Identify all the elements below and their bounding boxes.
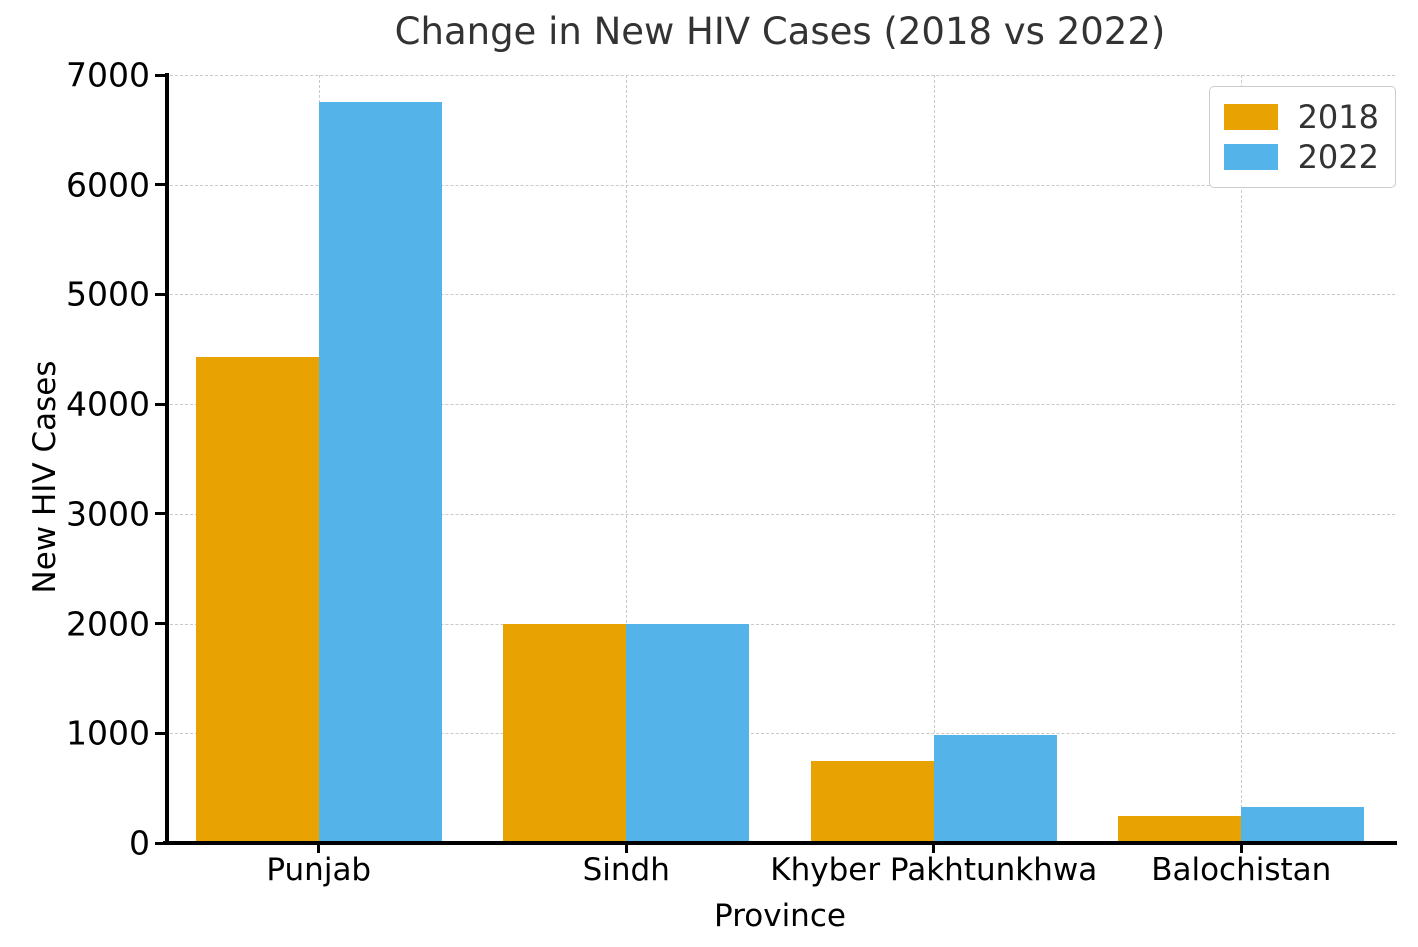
y-tick-mark [155, 73, 166, 77]
bar-punjab-2022[interactable] [318, 102, 442, 843]
x-tick-label-khyber-pakhtunkhwa: Khyber Pakhtunkhwa [770, 852, 1098, 888]
bar-sindh-2022[interactable] [626, 623, 750, 843]
gridline-horizontal [165, 75, 1395, 76]
gridline-vertical [626, 75, 628, 843]
bar-sindh-2018[interactable] [503, 623, 627, 843]
y-tick-mark [155, 622, 166, 626]
gridline-horizontal [165, 623, 1395, 625]
y-tick-label: 0 [129, 823, 150, 863]
bar-balochistan-2022[interactable] [1241, 806, 1365, 843]
y-tick-label: 2000 [66, 604, 150, 644]
x-axis-spine [163, 841, 1397, 845]
y-tick-mark [155, 512, 166, 516]
legend-swatch-2018 [1223, 104, 1278, 130]
gridline-vertical [933, 75, 935, 843]
bar-khyber-pakhtunkhwa-2018[interactable] [810, 760, 934, 843]
y-tick-label: 4000 [66, 384, 150, 424]
y-tick-label: 7000 [66, 55, 150, 95]
legend-item-2022[interactable]: 2022 [1223, 137, 1379, 177]
chart-legend: 2018 2022 [1208, 86, 1396, 188]
x-tick-mark [624, 843, 628, 853]
gridline-horizontal [165, 184, 1395, 186]
y-tick-mark [155, 292, 166, 296]
y-tick-label: 5000 [66, 274, 150, 314]
gridline-horizontal [165, 294, 1395, 296]
x-axis-label: Province [714, 898, 846, 934]
y-tick-label: 1000 [66, 713, 150, 753]
y-tick-mark [155, 183, 166, 187]
y-tick-label: 3000 [66, 494, 150, 534]
gridline-horizontal [165, 404, 1395, 406]
x-tick-mark [932, 843, 936, 853]
gridline-horizontal [165, 733, 1395, 735]
x-tick-label-sindh: Sindh [582, 852, 670, 888]
x-tick-mark [1239, 843, 1243, 853]
legend-item-2018[interactable]: 2018 [1223, 97, 1379, 137]
bar-khyber-pakhtunkhwa-2022[interactable] [933, 735, 1057, 843]
y-tick-mark [155, 841, 166, 845]
chart-title: Change in New HIV Cases (2018 vs 2022) [394, 10, 1166, 53]
y-tick-mark [155, 402, 166, 406]
x-tick-label-punjab: Punjab [266, 852, 372, 888]
plot-area [165, 75, 1395, 844]
legend-label-2022: 2022 [1297, 138, 1379, 176]
legend-label-2018: 2018 [1297, 98, 1379, 136]
gridline-horizontal [165, 513, 1395, 515]
bar-punjab-2018[interactable] [195, 356, 319, 843]
y-axis-label: New HIV Cases [27, 360, 63, 594]
legend-swatch-2022 [1223, 144, 1278, 170]
x-tick-mark [317, 843, 321, 853]
bar-balochistan-2018[interactable] [1118, 815, 1242, 843]
x-tick-label-balochistan: Balochistan [1151, 852, 1332, 888]
gridline-vertical [1241, 75, 1243, 843]
y-tick-mark [155, 731, 166, 735]
y-axis-spine [165, 73, 169, 845]
y-tick-label: 6000 [66, 165, 150, 205]
